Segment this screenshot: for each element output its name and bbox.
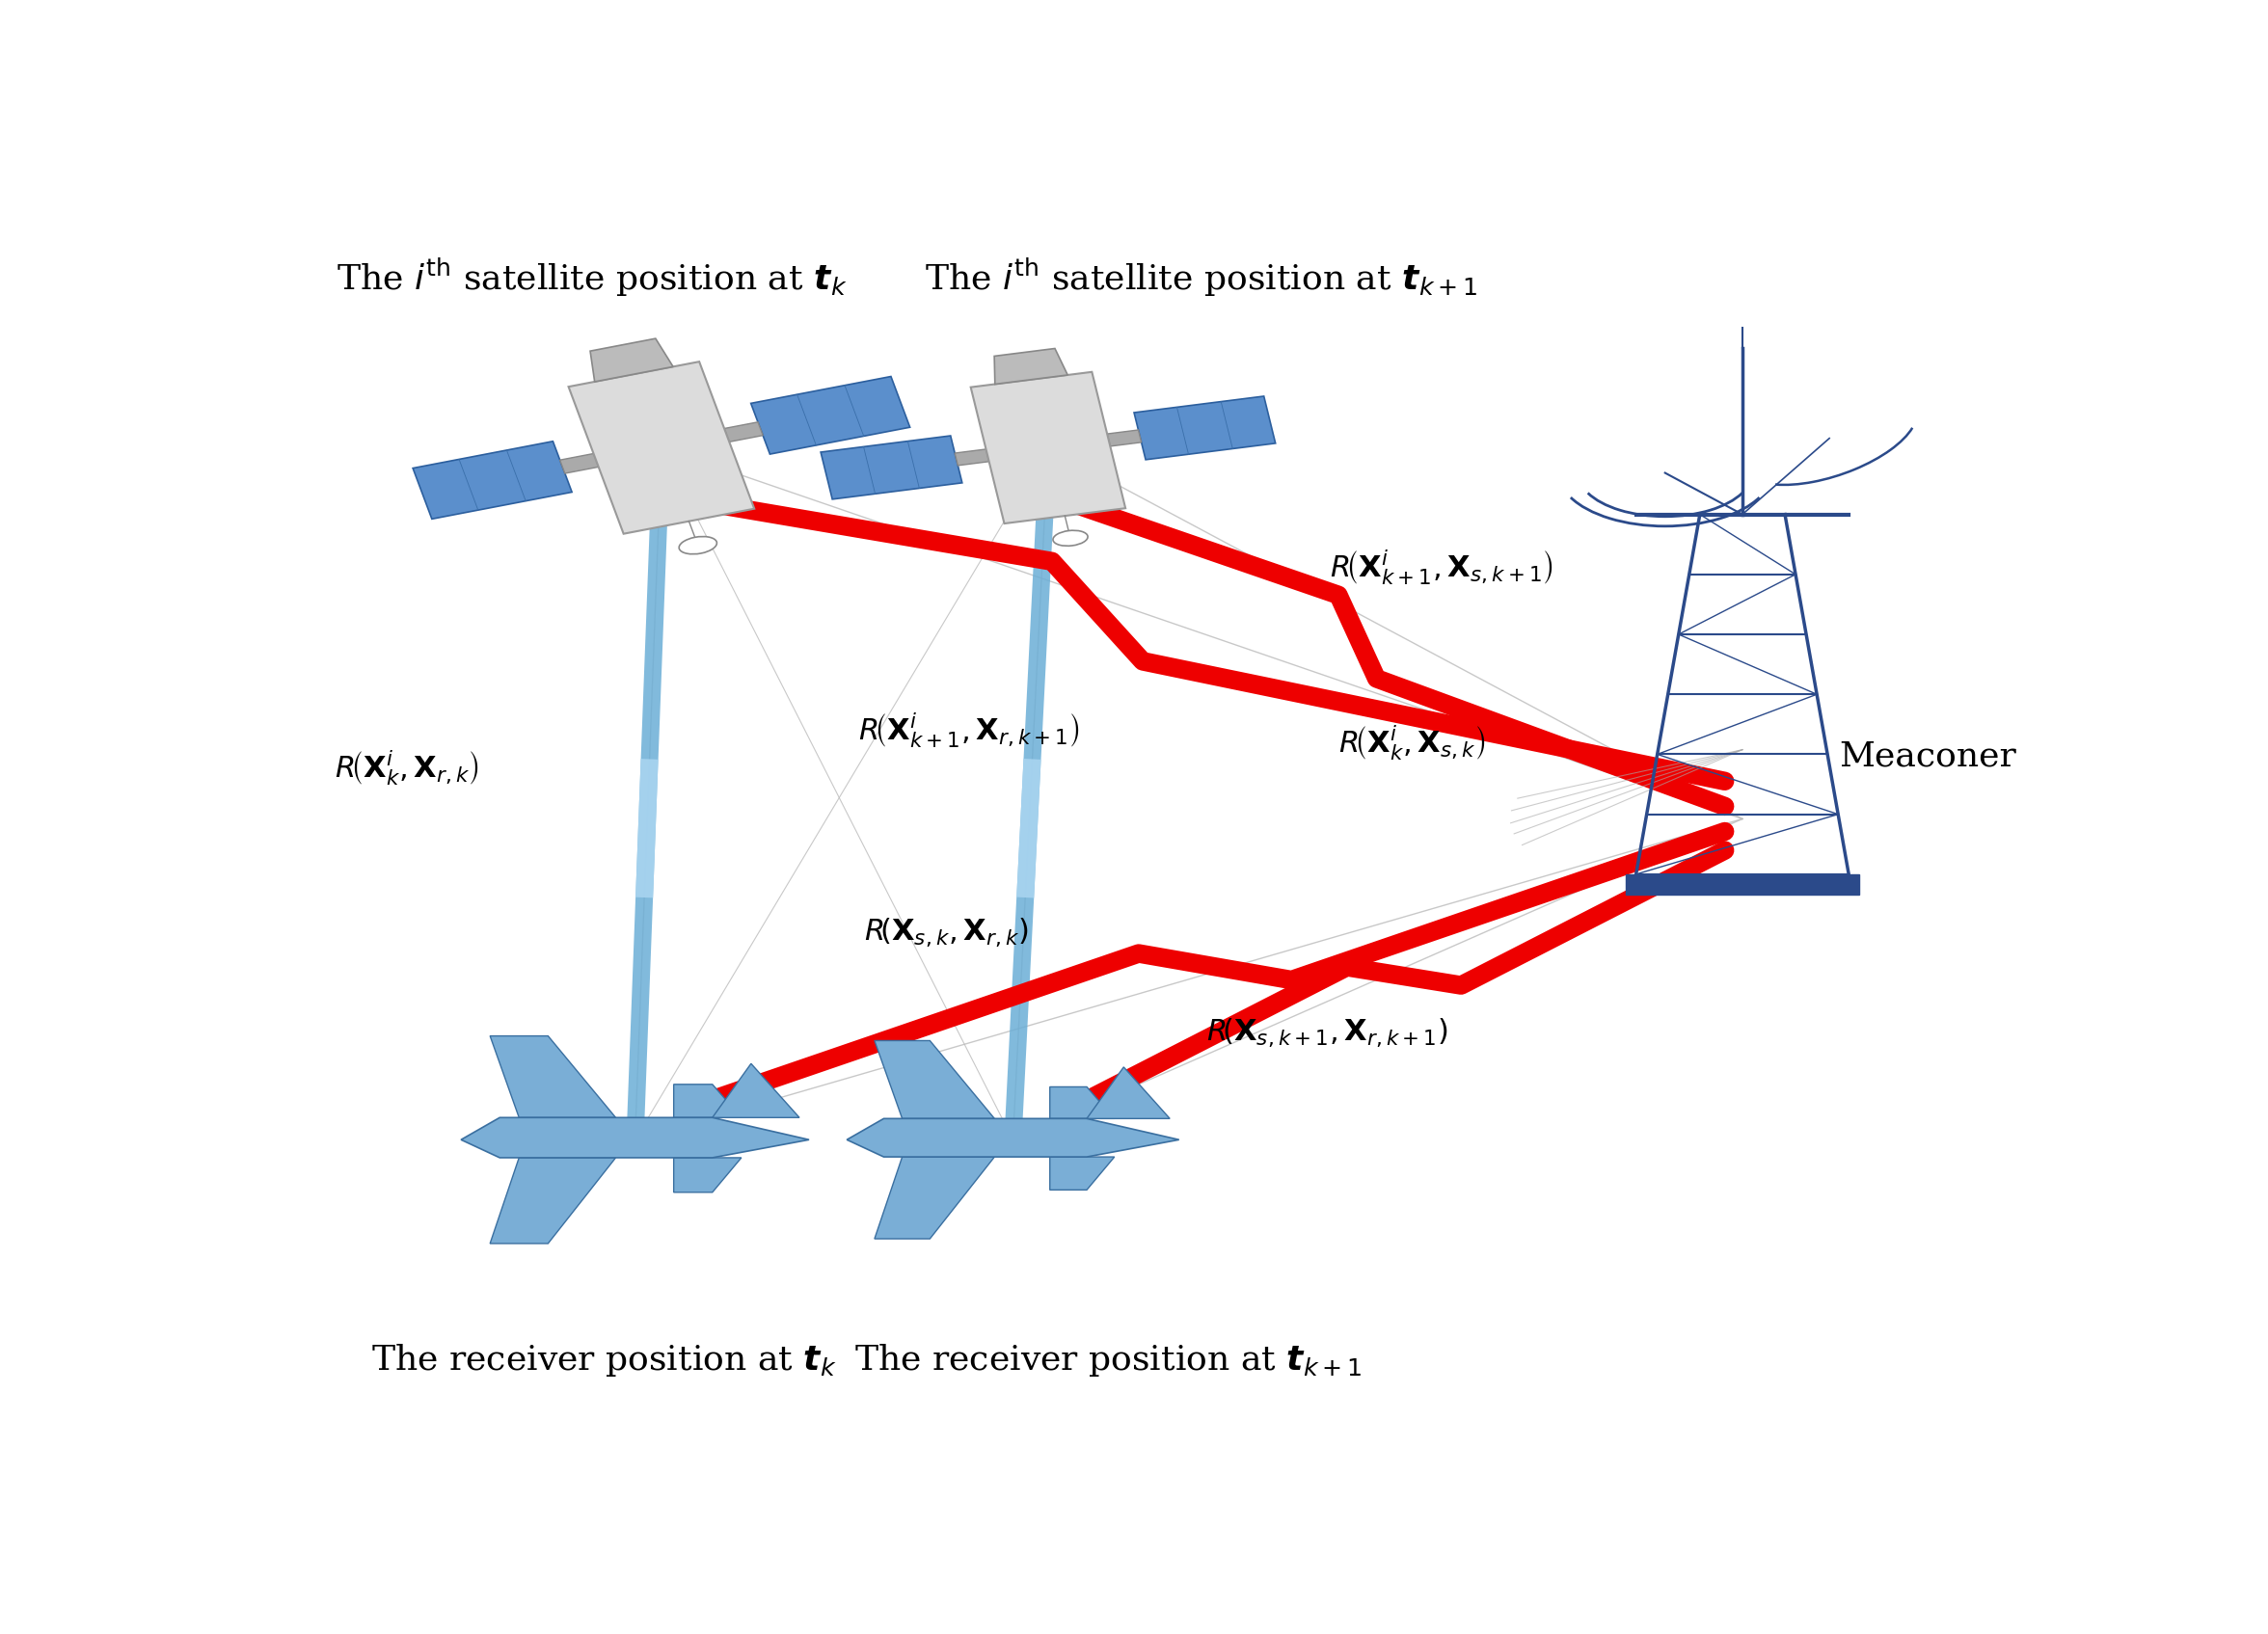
Polygon shape: [955, 449, 989, 466]
Polygon shape: [560, 454, 599, 474]
Text: The receiver position at $\boldsymbol{t}_{k+1}$: The receiver position at $\boldsymbol{t}…: [855, 1342, 1363, 1377]
Text: Meaconer: Meaconer: [1839, 740, 2016, 773]
Polygon shape: [875, 1157, 993, 1239]
Polygon shape: [569, 361, 755, 534]
Polygon shape: [590, 338, 674, 382]
Text: $R\!\left(\mathbf{X}_{s,k+1},\mathbf{X}_{r,k+1}\right)$: $R\!\left(\mathbf{X}_{s,k+1},\mathbf{X}_…: [1207, 1016, 1447, 1049]
Polygon shape: [1107, 430, 1141, 446]
Polygon shape: [751, 376, 909, 454]
Polygon shape: [460, 1118, 810, 1159]
Polygon shape: [846, 1119, 1179, 1157]
Polygon shape: [1050, 1157, 1114, 1190]
Polygon shape: [875, 1041, 993, 1119]
Text: The $\mathit{i}^{\mathrm{th}}$ satellite position at $\boldsymbol{t}_{k+1}$: The $\mathit{i}^{\mathrm{th}}$ satellite…: [925, 257, 1479, 299]
Polygon shape: [674, 1085, 742, 1118]
Polygon shape: [993, 348, 1068, 384]
Polygon shape: [712, 1064, 798, 1118]
Polygon shape: [490, 1159, 615, 1243]
Text: The $\mathit{i}^{\mathrm{th}}$ satellite position at $\boldsymbol{t}_k$: The $\mathit{i}^{\mathrm{th}}$ satellite…: [336, 257, 846, 299]
Polygon shape: [1086, 1067, 1170, 1119]
Polygon shape: [674, 1159, 742, 1193]
Polygon shape: [1050, 1087, 1114, 1119]
Text: $R\!\left(\mathbf{X}^i_{k+1},\mathbf{X}_{s,k+1}\right)$: $R\!\left(\mathbf{X}^i_{k+1},\mathbf{X}_…: [1329, 547, 1554, 587]
Text: $R\!\left(\mathbf{X}^i_k,\mathbf{X}_{s,k}\right)$: $R\!\left(\mathbf{X}^i_k,\mathbf{X}_{s,k…: [1338, 724, 1486, 763]
Bar: [1626, 874, 1860, 895]
Polygon shape: [490, 1036, 615, 1118]
Polygon shape: [413, 441, 572, 520]
Polygon shape: [1134, 395, 1275, 459]
Ellipse shape: [678, 536, 717, 554]
Text: The receiver position at $\boldsymbol{t}_k$: The receiver position at $\boldsymbol{t}…: [372, 1342, 837, 1377]
Text: $R\!\left(\mathbf{X}^i_{k+1},\mathbf{X}_{r,k+1}\right)$: $R\!\left(\mathbf{X}^i_{k+1},\mathbf{X}_…: [857, 711, 1080, 750]
Polygon shape: [723, 422, 762, 441]
Ellipse shape: [1052, 531, 1089, 546]
Polygon shape: [821, 436, 962, 500]
Text: $R\!\left(\mathbf{X}_{s,k},\mathbf{X}_{r,k}\right)$: $R\!\left(\mathbf{X}_{s,k},\mathbf{X}_{r…: [864, 917, 1027, 948]
Polygon shape: [971, 373, 1125, 523]
Text: $R\!\left(\mathbf{X}^i_k,\mathbf{X}_{r,k}\right)$: $R\!\left(\mathbf{X}^i_k,\mathbf{X}_{r,k…: [333, 748, 479, 788]
